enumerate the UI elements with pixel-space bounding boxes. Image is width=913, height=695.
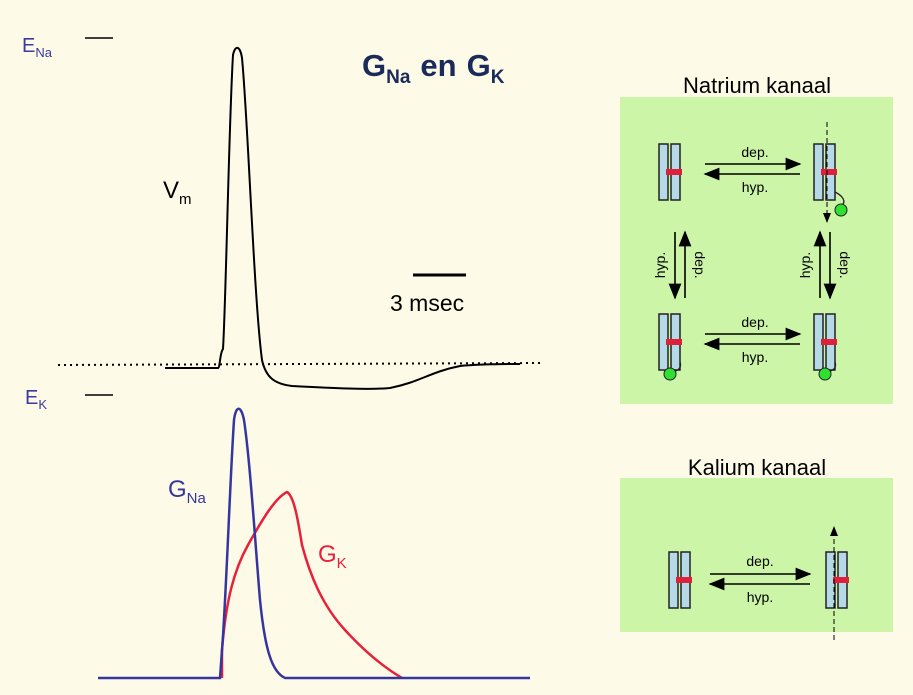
channel-inactive — [659, 314, 682, 380]
arrow-label: dep. — [692, 251, 708, 278]
panel-title: Kalium kanaal — [688, 455, 826, 480]
gna-curve — [98, 409, 530, 678]
arrow-label: hyp. — [742, 349, 768, 365]
arrow-label: dep. — [741, 144, 768, 160]
gna-label: GNa — [168, 476, 207, 507]
channel-closed — [659, 144, 682, 200]
slide: ENa GNaenGK Vm 3 msec EK GNa GK Natrium … — [0, 0, 913, 695]
arrow-label: hyp. — [747, 589, 773, 605]
arrow-label: dep. — [746, 553, 773, 569]
label-main: V — [163, 177, 179, 204]
label-main: E — [25, 387, 38, 409]
label-sub: m — [179, 191, 192, 208]
label-sub: K — [337, 555, 347, 572]
label-sub: Na — [35, 45, 52, 60]
title-sub: K — [491, 67, 505, 88]
label-main: G — [168, 476, 187, 503]
vm-curve — [165, 48, 520, 389]
arrow-label: hyp. — [797, 252, 813, 278]
channel-closed — [669, 552, 692, 608]
label-main: G — [318, 541, 337, 568]
e-na-label: ENa — [22, 35, 53, 60]
label-sub: Na — [187, 490, 207, 507]
title-sub: Na — [386, 67, 411, 88]
label-sub: K — [38, 397, 47, 412]
arrow-label: dep. — [741, 314, 768, 330]
title-part: en — [420, 48, 456, 83]
vm-label: Vm — [163, 177, 192, 208]
panel-title: Natrium kanaal — [683, 73, 831, 98]
channel-open — [826, 552, 849, 608]
arrow-label: dep. — [837, 251, 853, 278]
gk-label: GK — [318, 541, 347, 572]
arrow-label: hyp. — [742, 179, 768, 195]
gk-curve — [222, 492, 402, 678]
channel-inactive — [814, 314, 837, 380]
title-part: G — [362, 48, 386, 83]
scale-label: 3 msec — [390, 290, 464, 316]
arrow-label: hyp. — [652, 252, 668, 278]
title-part: G — [467, 48, 491, 83]
label-main: E — [22, 35, 35, 57]
e-k-label: EK — [25, 387, 47, 412]
